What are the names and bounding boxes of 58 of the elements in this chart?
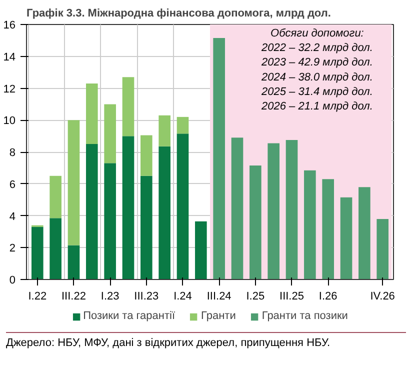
annotation: 2025 – 31.4 млрд дол. <box>260 86 373 98</box>
bar <box>268 143 280 280</box>
bar <box>176 116 189 134</box>
legend-label: Позики та гарантії <box>83 310 176 322</box>
y-tick-label: 10 <box>3 115 16 128</box>
bar <box>140 176 152 280</box>
x-tick-label: I.25 <box>246 290 265 302</box>
y-tick-label: 8 <box>9 147 16 159</box>
bar <box>122 77 134 136</box>
bar <box>68 245 80 280</box>
y-tick-label: 12 <box>3 83 16 96</box>
x-tick-label: I.23 <box>100 290 120 302</box>
bar <box>322 179 334 280</box>
bar <box>286 140 298 280</box>
text: Джерело: НБУ, МФУ, дані з відкритих джерел, припущення НБУ. <box>6 336 330 351</box>
bar <box>304 170 316 280</box>
legend-label: Гранти <box>201 310 236 322</box>
bar <box>31 226 44 280</box>
bar <box>50 176 62 218</box>
annotation: Обсяги допомоги: <box>270 27 364 40</box>
x-tick-label: III.23 <box>134 290 159 302</box>
annotation: 2023 – 42.9 млрд дол. <box>260 56 373 69</box>
annotation: 2026 – 21.1 млрд дол. <box>260 100 373 113</box>
y-tick-label: 6 <box>9 178 16 191</box>
y-tick-label: 0 <box>9 274 16 286</box>
x-tick-label: III.22 <box>62 290 86 302</box>
y-tick-label: 4 <box>9 210 16 223</box>
x-tick-label: IV.26 <box>370 290 395 302</box>
annotation: 2022 – 32.2 млрд дол. <box>260 42 373 54</box>
x-tick-label: I.26 <box>318 290 338 302</box>
bar <box>176 134 189 280</box>
x-tick-label: I.24 <box>174 290 192 302</box>
bar <box>340 197 352 280</box>
bar <box>68 120 80 246</box>
bar <box>50 218 62 280</box>
bar <box>86 144 98 280</box>
x-tick-label: III.24 <box>206 290 232 302</box>
y-tick-label: 16 <box>3 20 16 32</box>
bar <box>158 146 170 280</box>
bar <box>104 163 116 280</box>
bar <box>158 115 170 146</box>
bar <box>376 218 389 280</box>
bar <box>213 38 225 280</box>
bar <box>231 138 244 280</box>
x-tick-label: I.22 <box>28 290 47 302</box>
bar <box>195 221 207 280</box>
annotation: 2024 – 38.0 млрд дол. <box>260 71 373 84</box>
y-tick-label: 2 <box>9 242 16 255</box>
bar <box>104 104 116 164</box>
legend-label: Гранти та позики <box>262 310 348 322</box>
bar <box>86 83 98 144</box>
chart-title: Графік 3.3. Міжнародна фінансова допомога, млрд дол. <box>26 8 331 20</box>
bar <box>358 187 370 280</box>
y-tick-label: 14 <box>3 51 16 64</box>
bar <box>122 136 134 280</box>
bar <box>140 135 152 176</box>
x-tick-label: III.25 <box>280 290 304 302</box>
bar <box>250 166 262 280</box>
